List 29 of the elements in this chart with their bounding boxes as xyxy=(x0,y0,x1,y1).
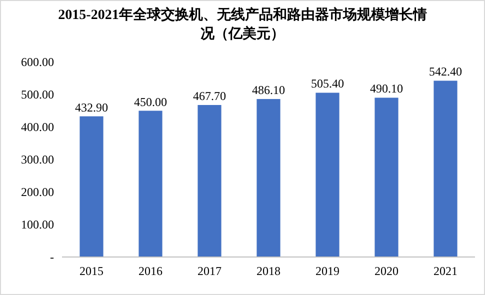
data-label: 490.10 xyxy=(370,82,403,96)
bar xyxy=(434,80,458,257)
data-label: 486.10 xyxy=(252,83,285,98)
y-tick-label: 200.00 xyxy=(21,185,54,200)
x-tick-label: 2016 xyxy=(138,264,162,278)
data-label: 542.40 xyxy=(429,64,462,79)
bar xyxy=(256,99,280,257)
y-tick-label: 500.00 xyxy=(21,88,54,102)
x-tick-label: 2020 xyxy=(374,264,398,278)
data-label: 450.00 xyxy=(134,94,167,109)
data-label: 432.90 xyxy=(75,100,108,114)
x-tick-label: 2018 xyxy=(256,264,280,278)
x-tick-label: 2017 xyxy=(198,264,222,278)
bar xyxy=(198,104,222,257)
bar xyxy=(138,110,162,257)
data-label: 505.40 xyxy=(311,76,344,91)
x-tick-label: 2021 xyxy=(434,264,458,278)
data-label: 467.70 xyxy=(193,88,226,103)
y-tick-label: - xyxy=(50,250,54,264)
bar xyxy=(374,98,398,257)
chart-title: 2015-2021年全球交换机、无线产品和路由器市场规模增长情况（亿美元） xyxy=(57,6,428,44)
y-tick-label: 300.00 xyxy=(21,152,54,167)
y-tick-label: 400.00 xyxy=(21,120,54,134)
y-tick-label: 100.00 xyxy=(21,218,54,232)
x-tick-label: 2019 xyxy=(316,264,340,278)
y-tick-label: 600.00 xyxy=(21,55,54,70)
x-tick-label: 2015 xyxy=(80,264,104,278)
bar xyxy=(316,92,340,257)
bar xyxy=(80,116,104,257)
